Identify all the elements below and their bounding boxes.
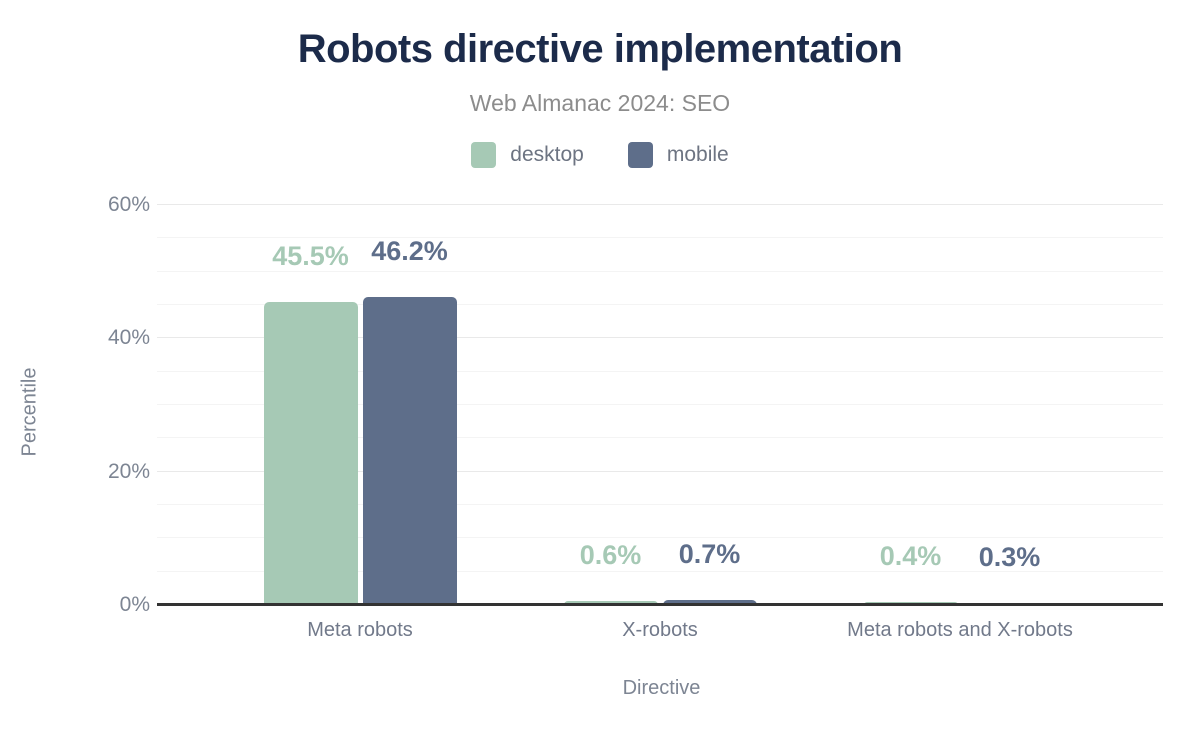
gridline-25pct bbox=[157, 437, 1163, 439]
gridline-10pct bbox=[157, 537, 1163, 539]
value-label-mobile-meta-robots-and-x-robots: 0.3% bbox=[978, 542, 1041, 572]
bar-desktop-meta-robots[interactable] bbox=[263, 301, 358, 605]
y-tick-label-20pct: 20% bbox=[107, 459, 150, 483]
gridline-60pct bbox=[157, 204, 1163, 205]
legend-item-desktop[interactable]: desktop bbox=[471, 142, 584, 168]
value-label-desktop-meta-robots-and-x-robots: 0.4% bbox=[879, 541, 942, 572]
value-label-desktop-x-robots: 0.6% bbox=[579, 540, 642, 570]
gridline-30pct bbox=[157, 404, 1163, 405]
value-label-mobile-meta-robots: 46.2% bbox=[371, 236, 448, 266]
x-axis-title: Directive bbox=[622, 677, 701, 699]
gridline-55pct bbox=[157, 237, 1163, 239]
gridline-50pct bbox=[157, 270, 1163, 272]
gridline-45pct bbox=[157, 304, 1163, 305]
gridline-35pct bbox=[157, 370, 1163, 372]
x-tick-label-meta-robots: Meta robots bbox=[307, 619, 413, 641]
legend-item-mobile[interactable]: mobile bbox=[627, 142, 729, 168]
chart-subtitle: Web Almanac 2024: SEO bbox=[469, 90, 731, 116]
y-tick-label-0pct: 0% bbox=[119, 593, 150, 616]
x-tick-label-meta-robots-and-x-robots: Meta robots and X-robots bbox=[847, 619, 1073, 641]
x-axis-line bbox=[157, 603, 1163, 606]
legend-label-mobile: mobile bbox=[666, 143, 729, 166]
y-tick-label-40pct: 40% bbox=[107, 326, 150, 350]
chart-title: Robots directive implementation bbox=[297, 27, 903, 71]
bar-mobile-x-robots[interactable] bbox=[662, 600, 757, 605]
legend: desktop mobile bbox=[0, 142, 1200, 168]
plot-area: Directive 0% 20% 40% 60% 45.5% 46.2% Meta robo… bbox=[108, 193, 1163, 699]
gridline-15pct bbox=[157, 504, 1163, 505]
legend-label-desktop: desktop bbox=[510, 143, 584, 166]
gridline-5pct bbox=[157, 570, 1163, 572]
legend-swatch-mobile-icon bbox=[627, 142, 653, 168]
x-tick-label-x-robots: X-robots bbox=[622, 619, 698, 641]
value-label-desktop-meta-robots: 45.5% bbox=[272, 240, 349, 271]
y-axis-title: Percentile bbox=[18, 367, 41, 457]
legend-swatch-desktop-icon bbox=[471, 142, 497, 168]
gridline-40pct bbox=[157, 337, 1163, 339]
bar-mobile-meta-robots[interactable] bbox=[362, 297, 457, 605]
gridline-20pct bbox=[157, 470, 1163, 472]
value-label-mobile-x-robots: 0.7% bbox=[678, 539, 741, 570]
y-tick-label-60pct: 60% bbox=[107, 193, 150, 216]
